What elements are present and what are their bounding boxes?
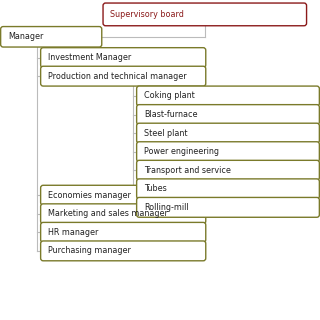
FancyBboxPatch shape — [137, 86, 319, 106]
Text: Coking plant: Coking plant — [144, 92, 195, 100]
FancyBboxPatch shape — [41, 66, 206, 86]
FancyBboxPatch shape — [137, 142, 319, 162]
Text: Steel plant: Steel plant — [144, 129, 188, 138]
Text: Tubes: Tubes — [144, 184, 167, 193]
Text: Rolling-mill: Rolling-mill — [144, 203, 188, 212]
Text: Economies manager: Economies manager — [48, 191, 131, 200]
FancyBboxPatch shape — [1, 27, 102, 47]
Text: HR manager: HR manager — [48, 228, 98, 237]
FancyBboxPatch shape — [41, 48, 206, 68]
Text: Blast-furnace: Blast-furnace — [144, 110, 197, 119]
Text: Production and technical manager: Production and technical manager — [48, 72, 187, 81]
Text: Supervisory board: Supervisory board — [110, 10, 184, 19]
FancyBboxPatch shape — [103, 3, 307, 26]
FancyBboxPatch shape — [41, 222, 206, 242]
FancyBboxPatch shape — [41, 204, 206, 224]
FancyBboxPatch shape — [41, 185, 206, 205]
FancyBboxPatch shape — [137, 105, 319, 124]
Text: Transport and service: Transport and service — [144, 166, 231, 175]
FancyBboxPatch shape — [137, 179, 319, 199]
Text: Marketing and sales manager: Marketing and sales manager — [48, 209, 168, 218]
FancyBboxPatch shape — [137, 197, 319, 217]
Text: Purchasing manager: Purchasing manager — [48, 246, 131, 255]
FancyBboxPatch shape — [137, 123, 319, 143]
Text: Power engineering: Power engineering — [144, 147, 219, 156]
Text: Investment Manager: Investment Manager — [48, 53, 131, 62]
FancyBboxPatch shape — [137, 160, 319, 180]
Text: Manager: Manager — [8, 32, 44, 41]
FancyBboxPatch shape — [41, 241, 206, 261]
